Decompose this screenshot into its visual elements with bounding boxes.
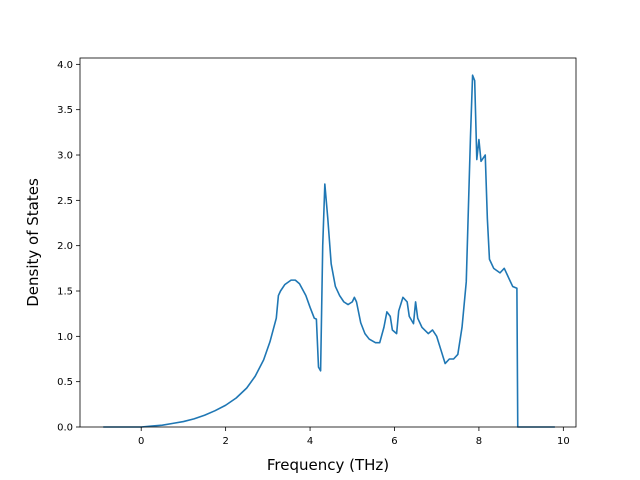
y-axis-label: Density of States	[24, 178, 42, 307]
y-tick-label: 3.0	[57, 151, 73, 162]
y-tick-label: 1.0	[57, 332, 73, 343]
y-axis: 0.0 0.5 1.0 1.5 2.0 2.5 3.0 3.5 4.0	[57, 60, 80, 434]
y-tick-label: 0.0	[57, 423, 73, 434]
x-axis: 0 2 4 6 8 10	[138, 427, 570, 447]
plot-area	[79, 57, 577, 428]
x-tick-label: 10	[557, 436, 570, 447]
x-axis-label: Frequency (THz)	[267, 456, 389, 474]
y-tick-label: 2.0	[57, 241, 73, 252]
x-tick-label: 2	[222, 436, 228, 447]
x-tick-label: 8	[476, 436, 482, 447]
y-tick-label: 4.0	[57, 60, 73, 71]
y-tick-label: 1.5	[57, 287, 73, 298]
y-tick-label: 3.5	[57, 105, 73, 116]
y-tick-label: 2.5	[57, 196, 73, 207]
y-tick-label: 0.5	[57, 377, 73, 388]
dos-line-series-0	[103, 74, 555, 428]
x-tick-label: 4	[307, 436, 313, 447]
x-tick-label: 0	[138, 436, 144, 447]
plot-frame	[79, 57, 577, 428]
x-tick-label: 6	[391, 436, 397, 447]
